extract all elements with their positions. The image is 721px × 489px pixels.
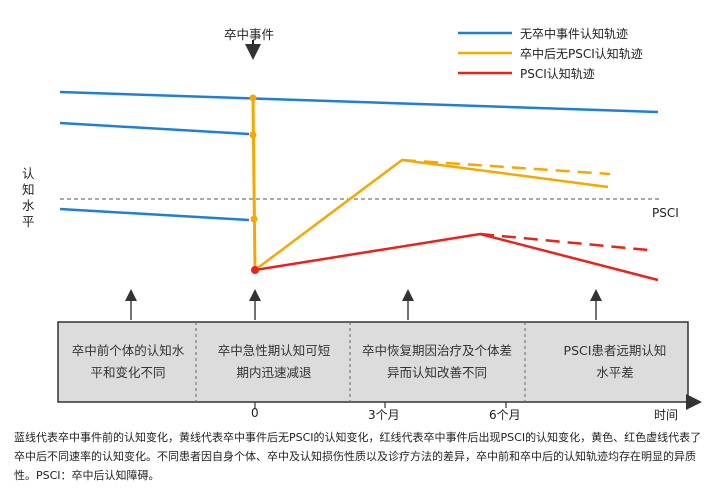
red-line — [254, 232, 659, 282]
yellow-drop-line — [251, 97, 257, 271]
blue-line-mid — [59, 121, 250, 136]
blue-line-low — [59, 207, 250, 222]
legend-item-psci: PSCI认知轨迹 — [520, 67, 595, 81]
red-dot — [251, 266, 259, 274]
psci-threshold-label: PSCI — [652, 206, 679, 220]
red-dashed-line — [479, 232, 649, 252]
x-tick-3m: 3个月 — [368, 408, 400, 422]
x-axis-label: 时间 — [654, 408, 679, 422]
x-tick-6m: 6个月 — [489, 408, 521, 422]
yellow-dot — [250, 215, 258, 223]
stage-pre-stroke: 卒中前个体的认知水平和变化不同 — [71, 343, 185, 380]
yellow-dashed-line — [401, 158, 611, 176]
y-axis-label: 认知水平 — [22, 166, 35, 229]
stage-recovery: 卒中恢复期因治疗及个体差异而认知改善不同 — [362, 343, 513, 380]
stage-long-term: PSCI患者远期认知水平差 — [563, 343, 667, 380]
yellow-dot — [249, 131, 257, 139]
legend-item-no-psci: 卒中后无PSCI认知轨迹 — [520, 47, 643, 61]
blue-line-top — [59, 90, 659, 114]
stage-arrows — [125, 289, 602, 320]
legend-lines — [458, 31, 512, 75]
event-label: 卒中事件 — [224, 27, 275, 42]
stage-acute: 卒中急性期认知可短期内迅速减退 — [217, 343, 331, 380]
x-tick-0: 0 — [251, 406, 259, 420]
stage-bar — [57, 321, 689, 403]
yellow-dot — [249, 94, 257, 102]
legend-item-no-stroke: 无卒中事件认知轨迹 — [520, 27, 629, 41]
figure-caption: 蓝线代表卒中事件前的认知变化，黄线代表卒中事件后无PSCI的认知变化，红线代表卒… — [14, 431, 702, 482]
